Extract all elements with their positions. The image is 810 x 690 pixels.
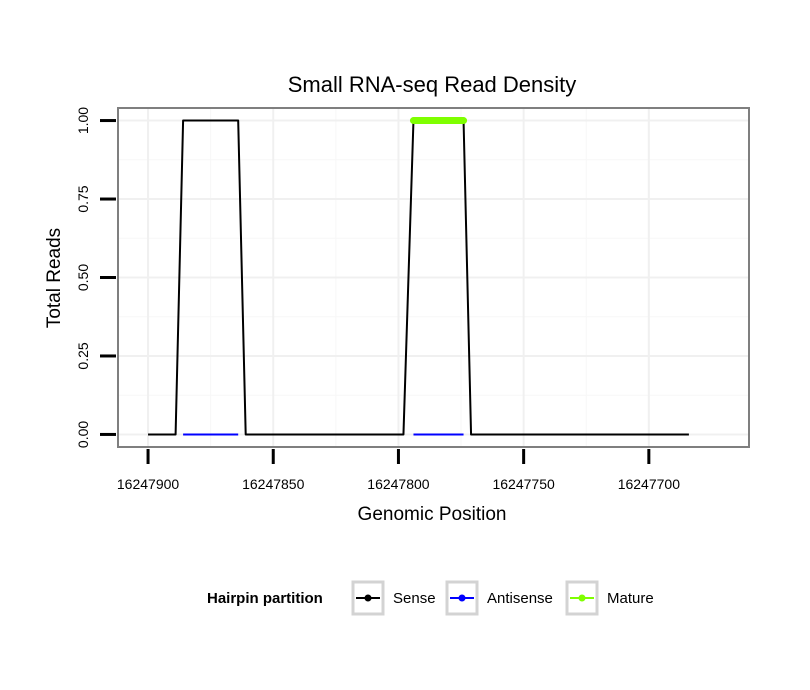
x-tick-label: 16247700 [618, 476, 681, 492]
legend: Hairpin partition Sense Antisense Mature [207, 580, 654, 616]
legend-point-mature [578, 594, 586, 602]
x-tick-label: 16247750 [492, 476, 555, 492]
plot-border [117, 107, 750, 448]
x-tick-label: 16247900 [117, 476, 180, 492]
x-tick-label: 16247800 [367, 476, 430, 492]
legend-point-sense [364, 594, 372, 602]
legend-label-sense: Sense [393, 590, 436, 607]
x-tick-label: 16247850 [242, 476, 305, 492]
series-layer [148, 117, 689, 436]
legend-title: Hairpin partition [207, 590, 323, 607]
y-tick-label: 0.00 [75, 421, 91, 448]
legend-label-mature: Mature [607, 590, 654, 607]
x-axis-ticks: 16247900 16247850 16247800 16247750 16247700 [117, 449, 680, 492]
y-tick-label: 0.50 [75, 264, 91, 291]
x-axis-label: Genomic Position [358, 504, 507, 525]
y-axis-ticks: 0.00 0.25 0.50 0.75 1.00 [75, 107, 116, 448]
legend-label-antisense: Antisense [487, 590, 553, 607]
chart-title: Small RNA-seq Read Density [288, 72, 577, 97]
y-tick-label: 0.25 [75, 342, 91, 369]
y-axis-label: Total Reads [44, 228, 65, 328]
y-tick-label: 0.75 [75, 185, 91, 212]
series-line-sense [148, 119, 689, 436]
legend-point-antisense [458, 594, 466, 602]
y-tick-label: 1.00 [75, 107, 91, 134]
